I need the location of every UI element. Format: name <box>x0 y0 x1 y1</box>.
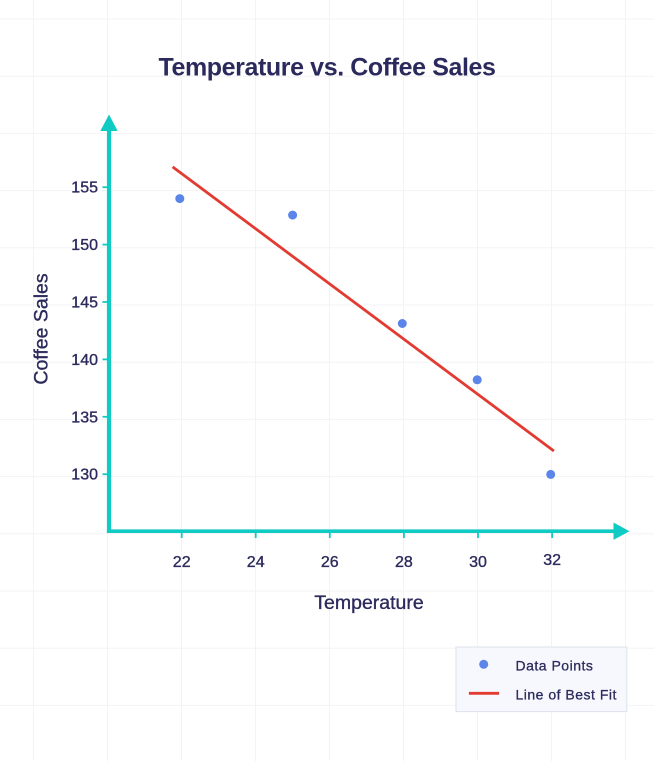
svg-text:28: 28 <box>395 554 413 571</box>
svg-text:22: 22 <box>173 554 191 571</box>
svg-text:130: 130 <box>71 467 98 484</box>
svg-text:150: 150 <box>71 237 98 254</box>
svg-text:26: 26 <box>321 554 339 571</box>
svg-text:Coffee Sales: Coffee Sales <box>31 273 53 385</box>
svg-text:Temperature vs. Coffee Sales: Temperature vs. Coffee Sales <box>158 54 495 82</box>
svg-text:Line of Best Fit: Line of Best Fit <box>516 687 617 703</box>
svg-text:32: 32 <box>543 552 561 569</box>
svg-text:135: 135 <box>71 409 98 426</box>
svg-text:Temperature: Temperature <box>314 592 423 614</box>
svg-text:Data Points: Data Points <box>516 658 594 674</box>
svg-text:140: 140 <box>71 352 98 369</box>
svg-text:30: 30 <box>469 554 487 571</box>
svg-text:24: 24 <box>247 554 265 571</box>
svg-text:145: 145 <box>71 295 98 312</box>
svg-text:155: 155 <box>71 180 98 197</box>
